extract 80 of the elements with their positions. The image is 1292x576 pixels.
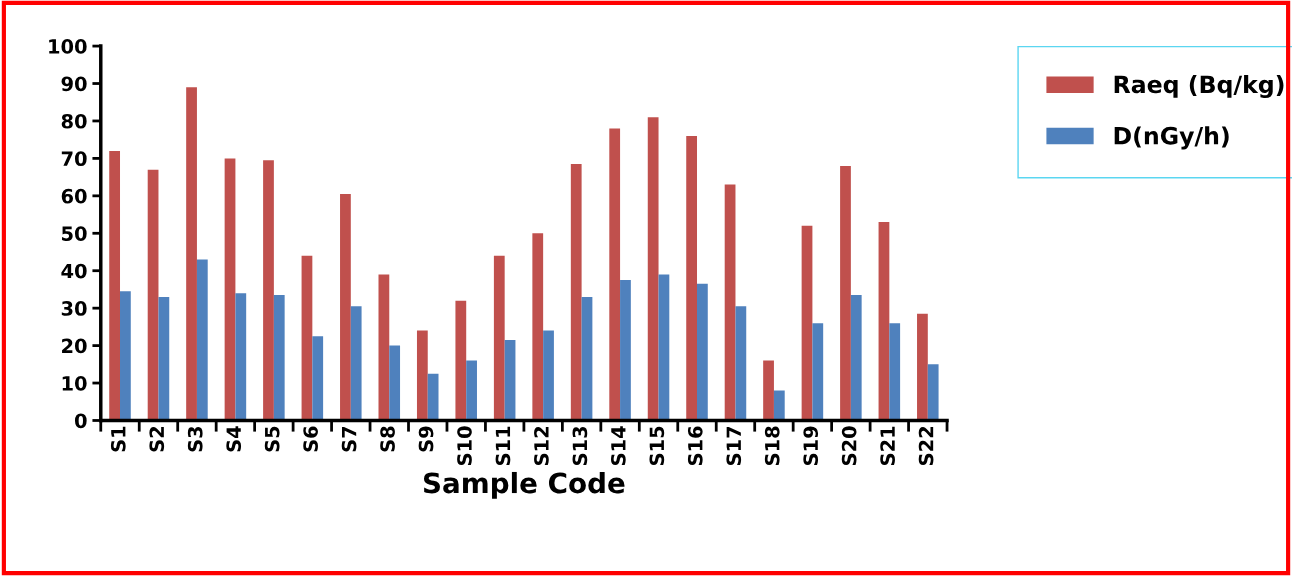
legend-label: Raeq (Bq/kg): [1114, 74, 1284, 99]
bar: [697, 283, 708, 421]
bar: [850, 295, 862, 421]
bar: [889, 323, 901, 421]
bar: [389, 345, 401, 421]
bar: [416, 330, 428, 421]
bar: [532, 233, 544, 421]
y-tick-label: 0: [74, 413, 87, 429]
bar: [147, 169, 159, 421]
y-tick-label: 30: [61, 301, 87, 316]
x-tick-label: S14: [611, 426, 626, 466]
bar: [186, 87, 197, 421]
bar: [581, 296, 593, 421]
x-tick-label: S3: [187, 426, 203, 452]
bar: [312, 336, 324, 421]
bar: [466, 360, 477, 421]
x-tick-label: S15: [649, 426, 665, 466]
x-tick-label: S10: [457, 426, 472, 466]
y-tick-label: 90: [61, 76, 87, 92]
x-tick-label: S17: [726, 426, 742, 466]
x-tick-label: S12: [534, 427, 549, 466]
bar: [773, 390, 785, 421]
bar: [878, 222, 890, 421]
x-tick-label: S7: [341, 426, 357, 452]
bar: [427, 373, 439, 421]
bar: [301, 255, 313, 421]
bar: [120, 291, 131, 421]
x-tick-label: S8: [380, 426, 395, 452]
bar: [801, 225, 813, 421]
y-tick-label: 20: [62, 338, 87, 354]
x-tick-label: S18: [764, 426, 780, 466]
bar: [504, 339, 516, 421]
bar: [493, 255, 505, 421]
bar: [350, 306, 362, 421]
y-tick-label: 80: [61, 113, 87, 129]
bar: [735, 306, 747, 421]
x-axis-title: Sample Code: [423, 471, 625, 499]
bar: [235, 293, 247, 421]
bar: [158, 296, 170, 421]
y-tick-label: 60: [61, 188, 87, 204]
y-tick-label: 100: [49, 39, 87, 54]
bar: [724, 184, 736, 421]
bar: [620, 280, 631, 421]
y-tick-label: 50: [62, 226, 87, 241]
bar: [763, 360, 774, 421]
x-tick-label: S4: [226, 426, 242, 452]
x-tick-label: S22: [918, 427, 934, 466]
bar: [609, 128, 621, 421]
x-tick-label: S6: [303, 426, 318, 452]
y-tick-label: 70: [61, 151, 87, 167]
x-tick-label: S2: [149, 427, 165, 452]
bar: [812, 323, 824, 421]
bar: [658, 274, 670, 421]
x-tick-label: S19: [803, 426, 819, 466]
bar: [340, 193, 351, 421]
x-tick-label: S20: [841, 426, 857, 466]
bar: [109, 150, 121, 421]
x-tick-label: S13: [572, 426, 588, 466]
legend-label: D(nGy/h): [1114, 126, 1229, 150]
bar: [224, 158, 236, 421]
bar: [263, 160, 274, 421]
x-tick-label: S1: [110, 426, 126, 452]
y-tick-label: 40: [61, 263, 87, 279]
bar: [455, 300, 467, 421]
x-tick-label: S16: [687, 426, 703, 466]
bar: [686, 135, 697, 421]
bar: [543, 330, 554, 421]
x-tick-label: S5: [264, 426, 280, 452]
bar: [927, 364, 939, 421]
bar: [647, 117, 659, 421]
bar: [273, 295, 285, 421]
bar: [840, 165, 851, 421]
x-tick-label: S9: [418, 426, 434, 452]
bar: [378, 274, 390, 421]
bar: [917, 313, 928, 421]
bar: [570, 164, 582, 421]
bar: [196, 259, 208, 421]
y-tick-label: 10: [62, 376, 87, 391]
x-tick-label: S11: [495, 426, 511, 466]
x-tick-label: S21: [880, 426, 895, 466]
